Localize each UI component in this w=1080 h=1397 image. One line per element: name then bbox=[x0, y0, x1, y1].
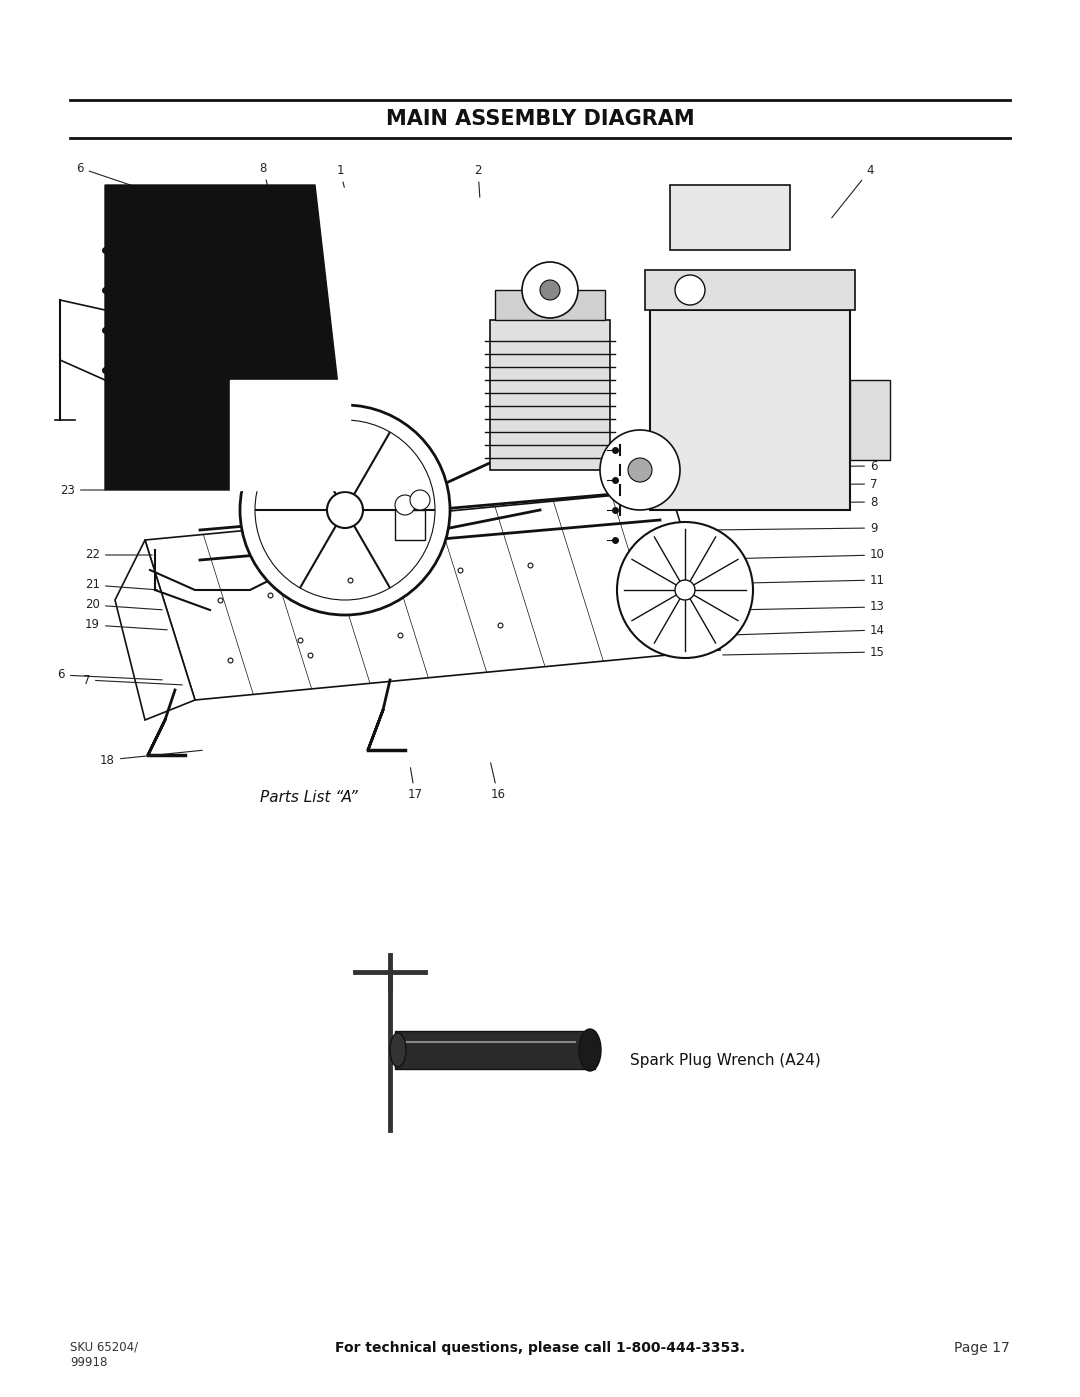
Text: 7: 7 bbox=[638, 478, 877, 490]
Text: 9: 9 bbox=[713, 521, 877, 535]
Text: 11: 11 bbox=[663, 574, 885, 587]
Bar bbox=[495, 291, 605, 320]
Text: Spark Plug Wrench (A24): Spark Plug Wrench (A24) bbox=[630, 1052, 821, 1067]
Text: 20: 20 bbox=[85, 598, 162, 612]
Circle shape bbox=[240, 405, 450, 615]
Bar bbox=[395, 1031, 595, 1069]
Circle shape bbox=[410, 490, 430, 510]
Ellipse shape bbox=[390, 1032, 406, 1067]
Polygon shape bbox=[230, 380, 350, 490]
Circle shape bbox=[255, 420, 435, 599]
Bar bbox=[650, 310, 850, 510]
Text: 10: 10 bbox=[683, 549, 885, 562]
Circle shape bbox=[540, 279, 561, 300]
Circle shape bbox=[627, 458, 652, 482]
Polygon shape bbox=[145, 490, 720, 700]
Text: 21: 21 bbox=[85, 578, 158, 591]
Text: Page 17: Page 17 bbox=[955, 1341, 1010, 1355]
Text: 6: 6 bbox=[57, 669, 162, 682]
Bar bbox=[670, 184, 789, 250]
Circle shape bbox=[522, 263, 578, 319]
Ellipse shape bbox=[579, 1030, 600, 1071]
Text: 16: 16 bbox=[490, 763, 505, 802]
Text: 15: 15 bbox=[723, 645, 885, 658]
Text: 14: 14 bbox=[732, 623, 885, 637]
Bar bbox=[850, 380, 890, 460]
Text: SKU 65204/: SKU 65204/ bbox=[70, 1340, 138, 1354]
Text: 13: 13 bbox=[732, 601, 885, 613]
Text: Parts List “A”: Parts List “A” bbox=[260, 789, 357, 805]
Text: 2: 2 bbox=[474, 163, 482, 197]
Text: 8: 8 bbox=[259, 162, 269, 193]
Bar bbox=[490, 320, 610, 469]
Circle shape bbox=[617, 522, 753, 658]
Text: 19: 19 bbox=[85, 619, 167, 631]
Bar bbox=[645, 270, 855, 310]
Text: 18: 18 bbox=[100, 750, 202, 767]
Text: 99918: 99918 bbox=[70, 1356, 107, 1369]
Text: 23: 23 bbox=[60, 483, 105, 496]
Text: 6: 6 bbox=[77, 162, 158, 194]
Text: For technical questions, please call 1-800-444-3353.: For technical questions, please call 1-8… bbox=[335, 1341, 745, 1355]
Polygon shape bbox=[114, 541, 195, 719]
Text: 10: 10 bbox=[338, 521, 405, 534]
Circle shape bbox=[327, 492, 363, 528]
Text: 5: 5 bbox=[638, 441, 877, 454]
Circle shape bbox=[600, 430, 680, 510]
Text: 17: 17 bbox=[407, 768, 422, 802]
Text: 7: 7 bbox=[82, 673, 183, 686]
Circle shape bbox=[675, 580, 696, 599]
Bar bbox=[395, 510, 426, 541]
Text: 22: 22 bbox=[85, 549, 152, 562]
Circle shape bbox=[675, 275, 705, 305]
Circle shape bbox=[395, 495, 415, 515]
Text: 4: 4 bbox=[832, 163, 874, 218]
Text: 8: 8 bbox=[638, 496, 877, 509]
Text: 6: 6 bbox=[638, 460, 877, 472]
Text: MAIN ASSEMBLY DIAGRAM: MAIN ASSEMBLY DIAGRAM bbox=[386, 109, 694, 129]
Polygon shape bbox=[105, 184, 350, 490]
Text: 1: 1 bbox=[336, 163, 345, 187]
